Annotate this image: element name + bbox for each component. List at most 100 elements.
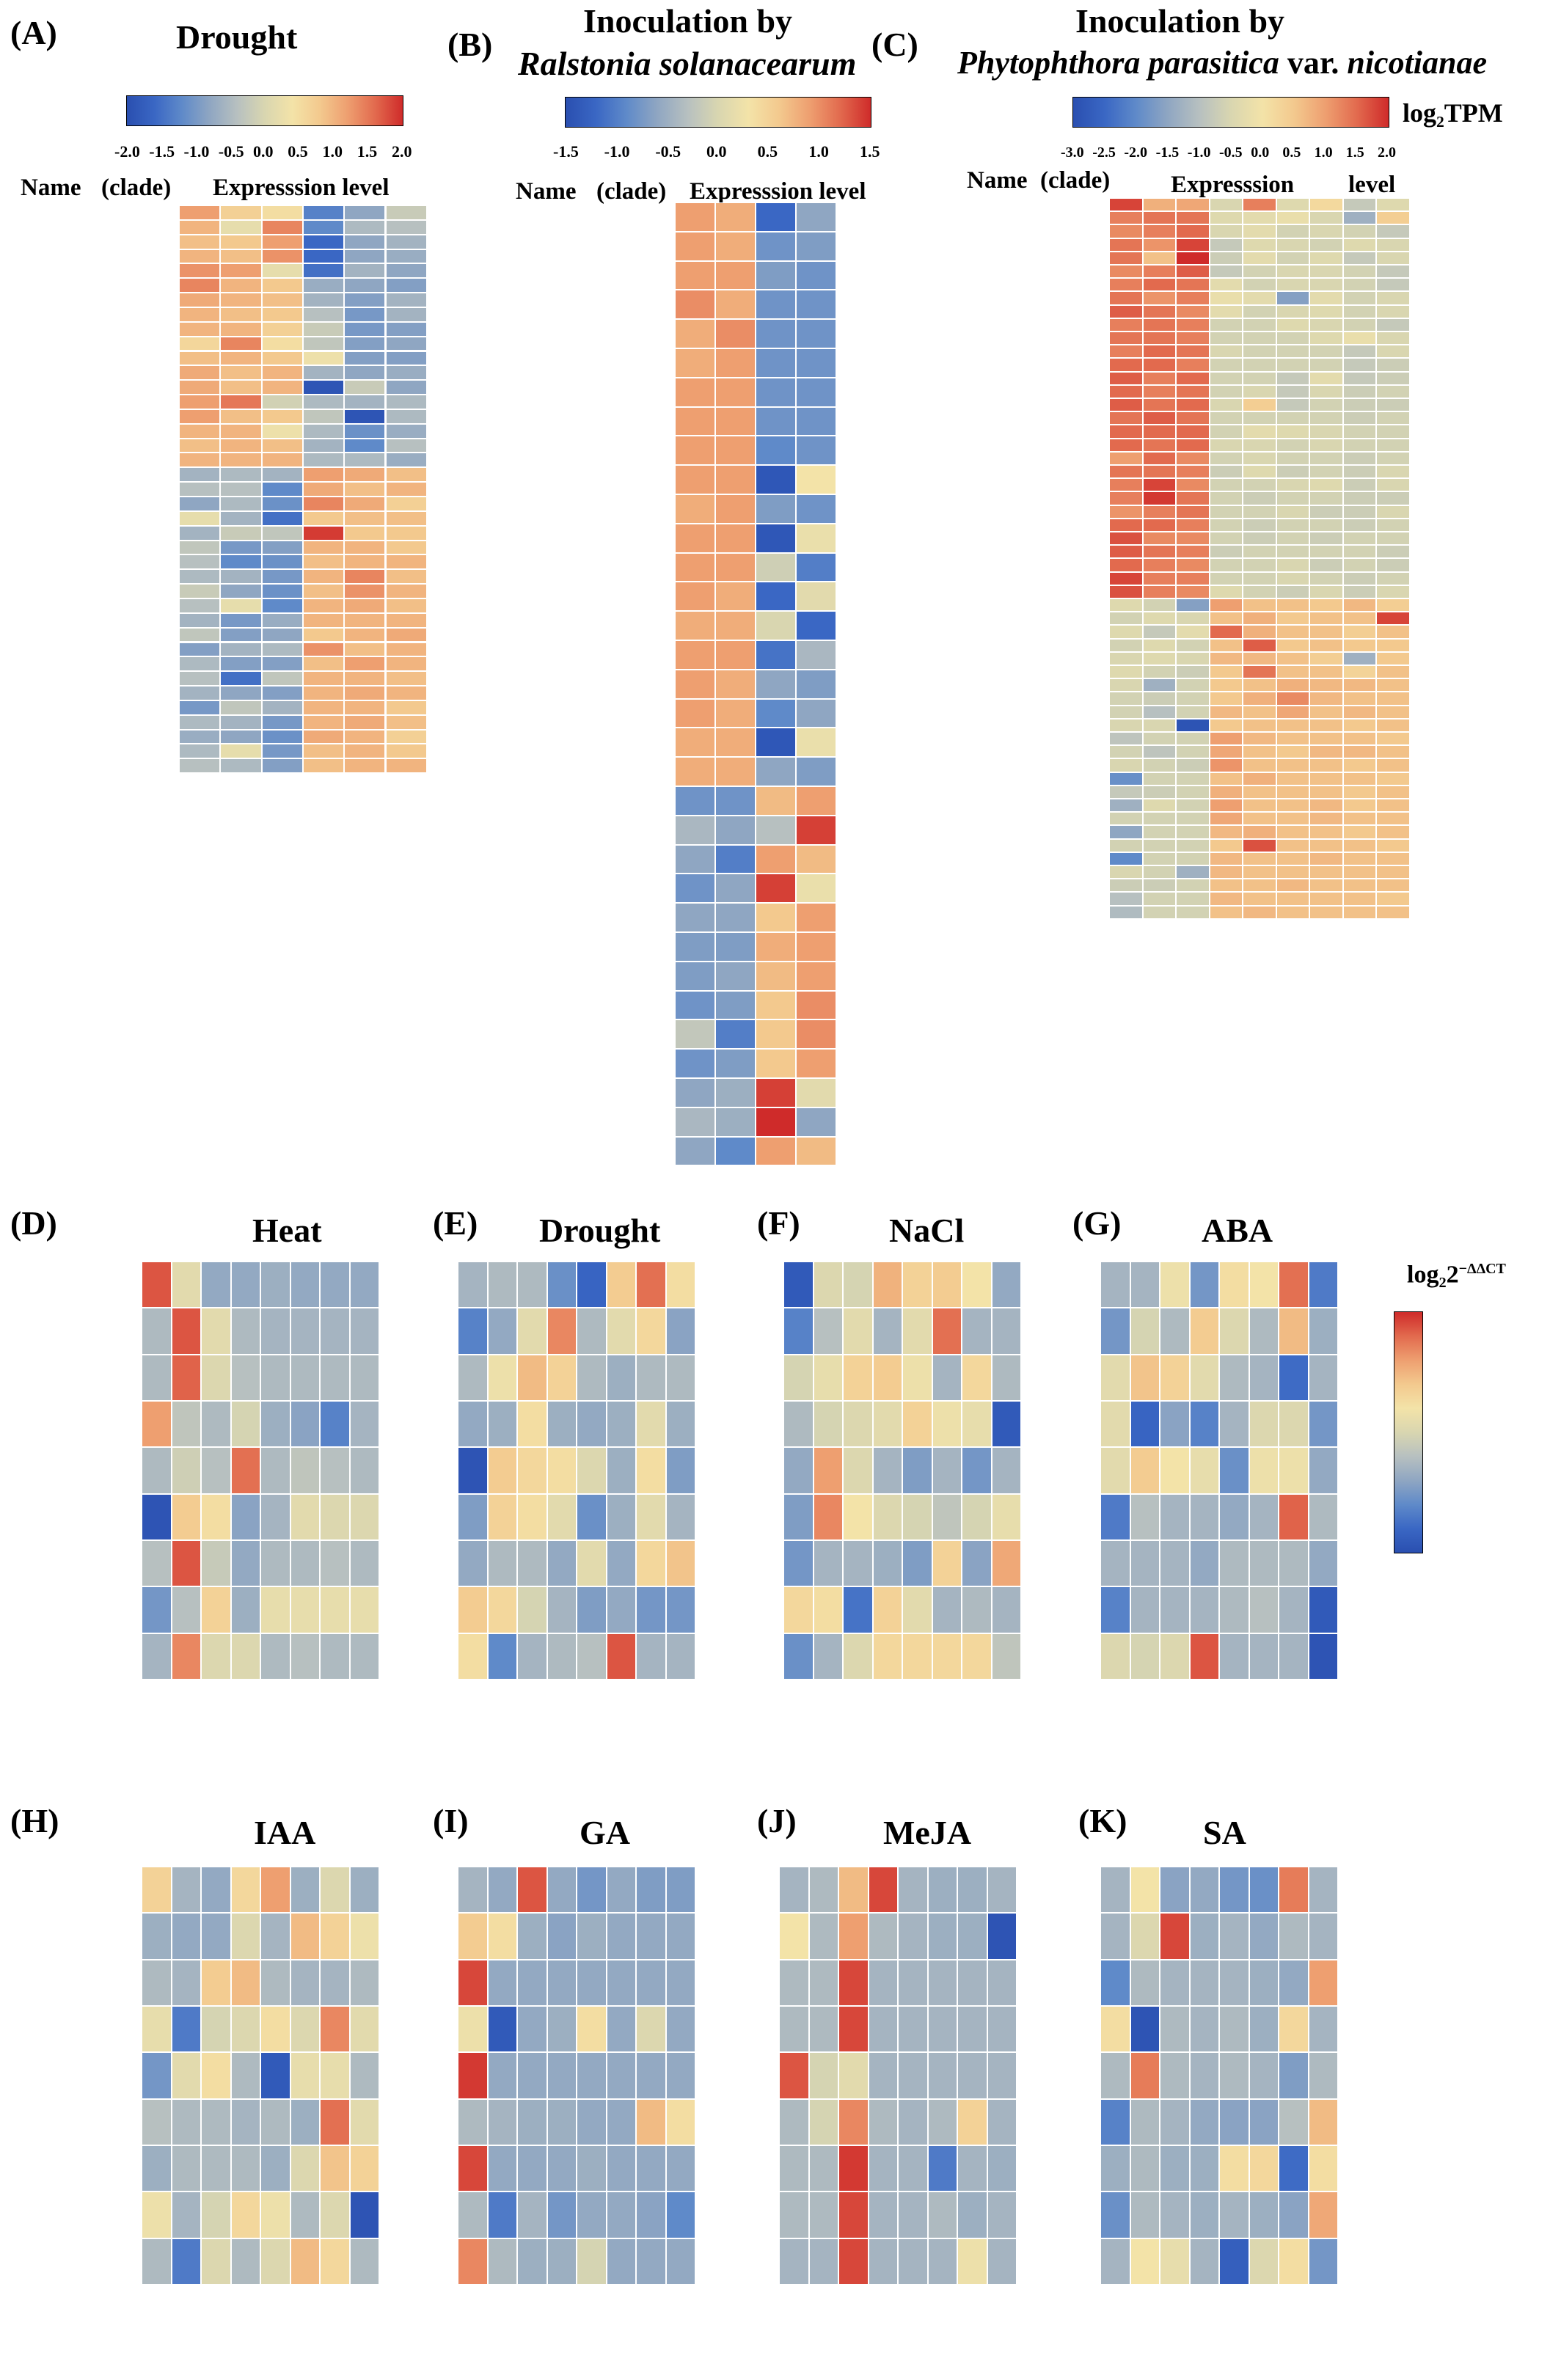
heatmap-cell xyxy=(320,1959,350,2006)
heatmap-cell xyxy=(756,786,796,816)
heatmap-cell xyxy=(1209,438,1243,452)
heatmap-cell xyxy=(715,1019,756,1050)
heatmap-cell xyxy=(1142,465,1176,479)
heatmap-cell xyxy=(1109,598,1143,612)
heatmap-cell xyxy=(1249,2145,1279,2192)
heatmap-cell xyxy=(1209,198,1243,212)
heatmap-cell xyxy=(675,290,715,320)
heatmap-cell xyxy=(546,1540,577,1587)
heatmap-cell xyxy=(546,2006,577,2053)
heatmap-cell xyxy=(320,1633,350,1680)
heatmap-cell xyxy=(302,234,345,249)
clade-header-a: (clade) xyxy=(101,175,172,201)
heatmap-cell xyxy=(665,1401,695,1448)
heatmap-cell xyxy=(902,1447,932,1494)
heatmap-cell xyxy=(1376,425,1410,439)
heatmap-cell xyxy=(487,2006,517,2053)
heatmap-cell xyxy=(991,1540,1021,1587)
heatmap-cell xyxy=(636,1308,666,1355)
heatmap-cell xyxy=(813,1308,843,1355)
heatmap-cell xyxy=(1309,558,1343,572)
heatmap-cell xyxy=(1308,1540,1338,1587)
heatmap-cell xyxy=(349,1959,379,2006)
heatmap-cell xyxy=(1176,892,1210,906)
heatmap-cell xyxy=(715,582,756,612)
heatmap-cell xyxy=(220,686,262,700)
heatmap-cell xyxy=(1279,1959,1309,2006)
heatmap-cell xyxy=(1309,651,1343,665)
heatmap-cell xyxy=(872,1401,902,1448)
heatmap-cell xyxy=(385,234,427,249)
heatmap-cell xyxy=(1309,732,1343,746)
heatmap-cell xyxy=(1243,251,1276,265)
heatmap-cell xyxy=(1309,211,1343,225)
heatmap-cell xyxy=(843,1401,873,1448)
heatmap-cell xyxy=(385,293,427,307)
heatmap-cell xyxy=(385,686,427,700)
heatmap-cell xyxy=(783,1401,814,1448)
heatmap-cell xyxy=(201,2192,231,2238)
heatmap-cell xyxy=(902,1540,932,1587)
heatmap-cell xyxy=(1142,224,1176,238)
heatmap-cell xyxy=(171,1401,201,1448)
heatmap-cell xyxy=(220,307,262,322)
heatmap-cell xyxy=(1243,625,1276,639)
heatmap-cell xyxy=(1309,251,1343,265)
heatmap-cell xyxy=(1342,785,1376,799)
heatmap-cell xyxy=(675,348,715,378)
heatmap-cell xyxy=(290,1959,320,2006)
heatmap-cell xyxy=(1130,1262,1160,1308)
colorbar-c-tick: -2.0 xyxy=(1124,144,1148,161)
heatmap-cell xyxy=(1176,251,1210,265)
heatmap-cell xyxy=(179,612,221,628)
heatmap-cell xyxy=(1209,571,1243,585)
heatmap-cell xyxy=(675,582,715,612)
heatmap-cell xyxy=(349,2238,379,2285)
heatmap-cell xyxy=(1243,532,1276,546)
heatmap-cell xyxy=(1160,1354,1190,1401)
heatmap-cell xyxy=(1160,1959,1190,2006)
heatmap-cell xyxy=(220,497,262,511)
heatmap-cell xyxy=(808,2238,838,2285)
heatmap-cell xyxy=(902,1401,932,1448)
heatmap-cell xyxy=(1308,2145,1338,2192)
heatmap-cell xyxy=(1209,865,1243,879)
heatmap-cell xyxy=(606,1401,636,1448)
heatmap-cell xyxy=(344,744,386,759)
heatmap-cell xyxy=(1249,1633,1279,1680)
heatmap-cell xyxy=(902,1308,932,1355)
heatmap-cell xyxy=(1142,651,1176,665)
heatmap-cell xyxy=(171,1308,201,1355)
heatmap-cell xyxy=(715,640,756,670)
panel-title-f: NaCl xyxy=(889,1212,965,1249)
heatmap-cell xyxy=(872,1540,902,1587)
heatmap-cell xyxy=(927,2192,957,2238)
heatmap-cell xyxy=(808,2006,838,2053)
heatmap-cell xyxy=(1209,678,1243,692)
heatmap-cell xyxy=(1142,278,1176,292)
heatmap-cell xyxy=(179,380,221,395)
heatmap-cell xyxy=(344,686,386,700)
heatmap-cell xyxy=(458,1308,488,1355)
heatmap-cell xyxy=(868,2052,898,2099)
heatmap-cell xyxy=(1209,879,1243,893)
panel-letter-h: (H) xyxy=(10,1802,59,1839)
heatmap-cell xyxy=(1342,251,1376,265)
expr-header-b: Expresssion level xyxy=(690,178,866,205)
heatmap-cell xyxy=(1309,532,1343,546)
heatmap-cell xyxy=(320,1401,350,1448)
heatmap-cell xyxy=(487,1586,517,1633)
heatmap-cell xyxy=(606,1540,636,1587)
heatmap-cell xyxy=(1309,384,1343,398)
heatmap-cell xyxy=(872,1493,902,1540)
heatmap-cell xyxy=(1309,825,1343,839)
heatmap-cell xyxy=(1176,198,1210,212)
heatmap-cell xyxy=(1376,772,1410,786)
heatmap-cell xyxy=(142,2052,172,2099)
heatmap-cell xyxy=(1276,304,1309,318)
heatmap-cell xyxy=(487,1633,517,1680)
heatmap-cell xyxy=(385,321,427,337)
heatmap-cell xyxy=(1342,825,1376,839)
colorbar-a-tick: 2.0 xyxy=(392,142,412,161)
heatmap-cell xyxy=(1342,304,1376,318)
